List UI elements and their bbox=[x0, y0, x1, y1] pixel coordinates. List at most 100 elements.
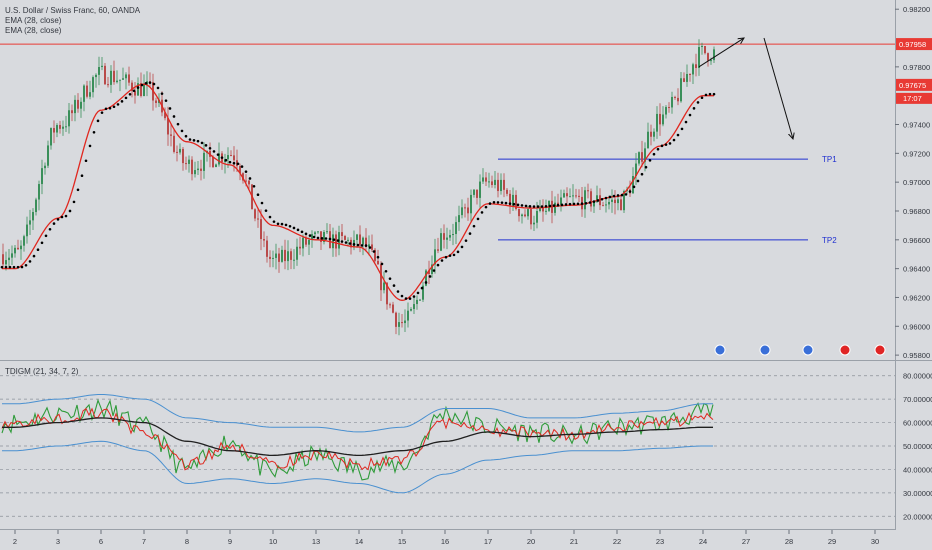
ema-black-dot bbox=[180, 129, 184, 133]
ema-black-dot bbox=[84, 159, 88, 163]
candle-body bbox=[266, 240, 268, 257]
ema-black-dot bbox=[24, 263, 28, 267]
ema-black-dot bbox=[632, 185, 636, 189]
mid-line bbox=[2, 417, 713, 457]
time-tick-label: 29 bbox=[828, 537, 836, 546]
candle-body bbox=[413, 304, 415, 310]
candle-body bbox=[56, 125, 58, 133]
ema-black-dot bbox=[216, 153, 220, 156]
ema-black-dot bbox=[240, 165, 244, 168]
indicator-tick-label: 30.00000 bbox=[903, 489, 932, 498]
ema-black-dot bbox=[340, 240, 344, 243]
time-tick-label: 6 bbox=[99, 537, 103, 546]
ema-black-dot bbox=[284, 223, 288, 227]
candle-body bbox=[638, 152, 640, 164]
ema-black-dot bbox=[300, 230, 304, 234]
ema-black-dot bbox=[252, 185, 256, 188]
ema-black-dot bbox=[72, 200, 76, 204]
candle-body bbox=[617, 199, 619, 204]
ema-black-dot bbox=[68, 209, 72, 213]
candle-body bbox=[71, 110, 73, 114]
candle-body bbox=[692, 64, 694, 75]
candles-group bbox=[2, 39, 715, 336]
candle-body bbox=[134, 90, 136, 96]
candle-body bbox=[80, 101, 82, 109]
resistance-price-label-bg bbox=[896, 38, 932, 51]
ema-black-dot bbox=[496, 201, 500, 204]
time-tick-label: 23 bbox=[656, 537, 664, 546]
ema-black-dot bbox=[712, 92, 716, 96]
resistance-price-label: 0.97958 bbox=[899, 40, 926, 49]
candle-body bbox=[452, 234, 454, 236]
candle-body bbox=[119, 79, 121, 81]
ema-black-dot bbox=[160, 92, 164, 95]
candle-body bbox=[164, 112, 166, 119]
ema-black-dot bbox=[648, 159, 652, 162]
symbol-title: U.S. Dollar / Swiss Franc, 60, OANDA bbox=[5, 6, 141, 15]
candle-body bbox=[611, 199, 613, 202]
economic-event-icon bbox=[714, 344, 726, 356]
candle-body bbox=[584, 190, 586, 210]
price-tick-label: 0.97800 bbox=[903, 63, 930, 72]
candle-body bbox=[212, 156, 214, 168]
ema-black-dot bbox=[36, 248, 40, 252]
ema-black-dots bbox=[0, 81, 716, 300]
ema-black-dot bbox=[552, 204, 556, 207]
candle-body bbox=[89, 92, 91, 97]
candle-body bbox=[524, 214, 526, 217]
projection-arrow-up bbox=[698, 38, 744, 68]
candle-body bbox=[68, 110, 70, 127]
ema-black-dot bbox=[576, 202, 580, 206]
ema-black-dot bbox=[224, 158, 228, 162]
candle-body bbox=[302, 237, 304, 249]
time-tick-label: 24 bbox=[699, 537, 707, 546]
ema-black-dot bbox=[112, 105, 116, 109]
ema-black-dot bbox=[612, 194, 616, 198]
ema-black-dot bbox=[328, 237, 332, 241]
candle-body bbox=[173, 135, 175, 152]
ema-black-dot bbox=[420, 286, 424, 290]
ema-black-dot bbox=[60, 215, 64, 219]
ema-black-dot bbox=[256, 193, 260, 196]
price-tick-label: 0.97400 bbox=[903, 121, 930, 130]
ema-black-dot bbox=[416, 291, 420, 295]
ema-black-dot bbox=[660, 144, 664, 148]
candle-body bbox=[125, 74, 127, 79]
ema-red-line bbox=[2, 83, 714, 301]
ema-black-dot bbox=[396, 290, 400, 293]
ema-black-dot bbox=[148, 81, 152, 84]
ema-black-dot bbox=[664, 143, 668, 146]
candle-body bbox=[248, 180, 250, 185]
candle-body bbox=[488, 181, 490, 183]
ema-black-dot bbox=[596, 199, 600, 202]
ema-legend-2: EMA (28, close) bbox=[5, 26, 62, 35]
candle-body bbox=[440, 233, 442, 251]
candle-body bbox=[458, 215, 460, 223]
candle-body bbox=[503, 179, 505, 190]
candle-body bbox=[110, 70, 112, 85]
candle-body bbox=[590, 191, 592, 207]
ema-black-dot bbox=[132, 89, 136, 93]
candle-body bbox=[641, 152, 643, 162]
candle-body bbox=[326, 231, 328, 233]
candle-body bbox=[74, 99, 76, 114]
ema-black-dot bbox=[292, 226, 296, 230]
ema-black-dot bbox=[248, 177, 252, 180]
time-tick-label: 7 bbox=[142, 537, 146, 546]
candle-body bbox=[680, 78, 682, 102]
ema-black-dot bbox=[424, 281, 428, 284]
economic-event-icon bbox=[759, 344, 771, 356]
candle-body bbox=[188, 159, 190, 164]
candle-body bbox=[275, 253, 277, 258]
candle-body bbox=[320, 231, 322, 242]
ema-black-dot bbox=[8, 265, 12, 269]
candle-body bbox=[260, 219, 262, 240]
candle-body bbox=[116, 80, 118, 83]
ema-black-dot bbox=[584, 201, 588, 205]
candle-body bbox=[32, 212, 34, 221]
candle-body bbox=[371, 244, 373, 250]
ema-black-dot bbox=[352, 243, 356, 246]
ema-black-dot bbox=[564, 203, 568, 206]
candle-body bbox=[698, 47, 700, 69]
candle-body bbox=[509, 193, 511, 207]
